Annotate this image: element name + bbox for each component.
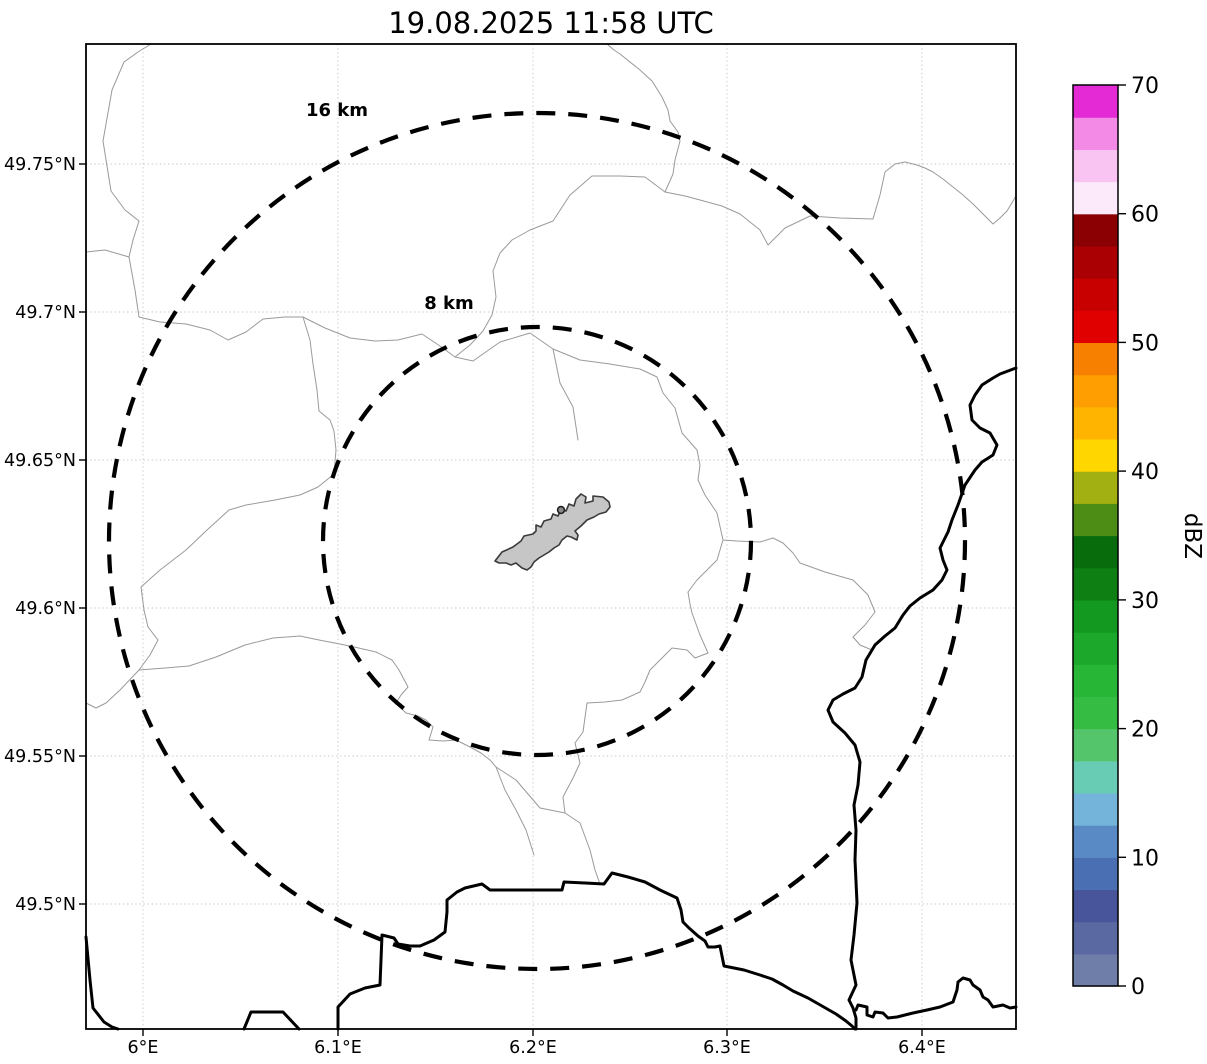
- colorbar-tick-label: 50: [1131, 331, 1159, 356]
- admin-boundary-lines: [85, 43, 1017, 885]
- colorbar-segment: [1073, 310, 1118, 344]
- colorbar-axis-label: dBZ: [1179, 513, 1205, 559]
- colorbar-tick-label: 70: [1131, 74, 1159, 99]
- river-line-east: [826, 366, 1018, 1031]
- colorbar-segment: [1073, 760, 1118, 794]
- colorbar-segment: [1073, 953, 1118, 987]
- colorbar-segment: [1073, 599, 1118, 633]
- colorbar-tick-label: 0: [1131, 975, 1145, 1000]
- range-rings: 16 km 8 km: [106, 100, 968, 972]
- colorbar-segment: [1073, 728, 1118, 762]
- y-tick-label: 49.55°N: [4, 747, 76, 767]
- airport-footprint: [494, 493, 611, 571]
- colorbar-segment: [1073, 245, 1118, 279]
- colorbar-tick-label: 10: [1131, 846, 1159, 871]
- colorbar-segment: [1073, 696, 1118, 730]
- border-line-south: [336, 871, 857, 1031]
- colorbar-segment: [1073, 181, 1118, 215]
- colorbar-segment: [1073, 85, 1118, 118]
- colorbar-tick-label: 20: [1131, 718, 1159, 743]
- colorbar-segment: [1073, 117, 1118, 150]
- y-tick-label: 49.5°N: [15, 895, 76, 915]
- colorbar-segment: [1073, 471, 1118, 504]
- colorbar-segment: [1073, 278, 1118, 311]
- border-bump-south: [242, 1010, 301, 1031]
- figure-title: 19.08.2025 11:58 UTC: [388, 6, 714, 40]
- range-ring-16km-label: 16 km: [306, 100, 368, 121]
- y-tick-label: 49.7°N: [15, 303, 76, 323]
- colorbar-segment: [1073, 535, 1118, 569]
- colorbar-frame: [1072, 84, 1119, 987]
- colorbar-segment: [1073, 406, 1118, 440]
- colorbar-segment: [1073, 792, 1118, 826]
- border-line-southeast: [854, 976, 1018, 1020]
- colorbar-segment: [1073, 149, 1118, 183]
- colorbar-segment: [1073, 889, 1118, 923]
- range-ring-8km: [320, 324, 754, 758]
- range-ring-8km-label: 8 km: [424, 293, 474, 314]
- map-frame: [85, 43, 1017, 1030]
- radar-site-marker: [556, 505, 566, 515]
- colorbar-segment: [1073, 438, 1118, 472]
- x-tick-label: 6°E: [128, 1038, 159, 1058]
- range-ring-16km: [106, 110, 968, 972]
- colorbar-tick-label: 30: [1131, 589, 1159, 614]
- x-axis-labels: 6°E 6.1°E 6.2°E 6.3°E 6.4°E: [128, 1038, 946, 1058]
- colorbar-segment: [1073, 503, 1118, 537]
- y-tick-label: 49.6°N: [15, 599, 76, 619]
- border-line-southwest: [84, 935, 120, 1031]
- country-border-lines: [84, 366, 1018, 1031]
- x-tick-label: 6.2°E: [509, 1038, 557, 1058]
- x-tick-label: 6.4°E: [898, 1038, 946, 1058]
- colorbar-segment: [1073, 921, 1118, 955]
- colorbar-tick-label: 40: [1131, 460, 1159, 485]
- colorbar-segments: [1073, 85, 1118, 987]
- colorbar-segment: [1073, 857, 1118, 891]
- colorbar-tick-label: 60: [1131, 203, 1159, 228]
- y-tick-label: 49.75°N: [4, 155, 76, 175]
- colorbar-segment: [1073, 342, 1118, 376]
- colorbar-segment: [1073, 632, 1118, 665]
- axis-ticks: [79, 163, 923, 1036]
- colorbar-segment: [1073, 825, 1118, 858]
- colorbar-segment: [1073, 213, 1118, 247]
- y-axis-labels: 49.75°N 49.7°N 49.65°N 49.6°N 49.55°N 49…: [4, 155, 76, 915]
- x-tick-label: 6.3°E: [703, 1038, 751, 1058]
- colorbar-tick-labels: 70 60 50 40 30 20 10 0: [1131, 74, 1159, 1000]
- colorbar-segment: [1073, 664, 1118, 697]
- colorbar-segment: [1073, 567, 1118, 601]
- colorbar-segment: [1073, 374, 1118, 408]
- y-tick-label: 49.65°N: [4, 451, 76, 471]
- colorbar-ticks: [1118, 84, 1126, 987]
- x-tick-label: 6.1°E: [314, 1038, 362, 1058]
